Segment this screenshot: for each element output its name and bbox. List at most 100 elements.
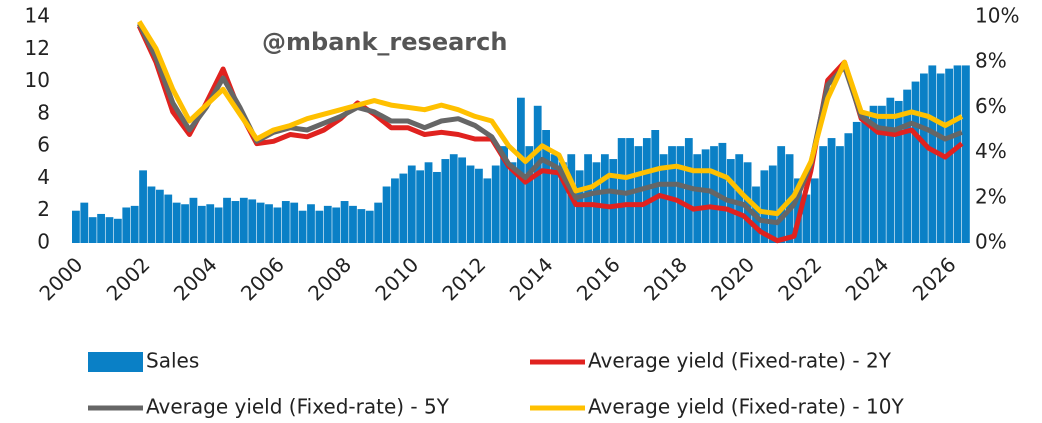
bar xyxy=(374,202,383,243)
bar xyxy=(466,165,475,243)
bar xyxy=(878,105,886,244)
bar xyxy=(290,202,299,243)
bar xyxy=(122,207,131,243)
bar xyxy=(273,207,282,243)
bar xyxy=(181,204,189,243)
bar xyxy=(777,146,786,243)
bar xyxy=(760,170,769,243)
legend-label: Average yield (Fixed-rate) - 10Y xyxy=(588,395,904,419)
bar xyxy=(953,65,962,243)
bar xyxy=(886,97,895,243)
bar xyxy=(239,197,248,243)
bar xyxy=(197,205,206,243)
bar xyxy=(105,217,114,243)
bar xyxy=(491,165,500,243)
y2-tick-label: 2% xyxy=(975,184,1007,208)
y-tick-label: 14 xyxy=(25,4,50,28)
bar xyxy=(113,218,122,243)
watermark: @mbank_research xyxy=(262,28,507,56)
bar xyxy=(97,213,105,243)
bar xyxy=(819,146,828,243)
bar xyxy=(231,201,240,243)
bar xyxy=(911,81,920,243)
x-tick-label: 2006 xyxy=(236,252,289,305)
bar xyxy=(936,73,945,243)
bar xyxy=(836,146,844,243)
bar xyxy=(307,204,315,243)
bar xyxy=(223,197,231,243)
bar xyxy=(684,138,693,243)
y-tick-label: 10 xyxy=(25,68,50,92)
bar xyxy=(525,146,534,243)
bar xyxy=(281,201,290,243)
bar xyxy=(248,199,257,243)
y2-tick-label: 8% xyxy=(975,49,1007,73)
bar xyxy=(323,205,332,243)
bar xyxy=(827,138,836,243)
y-tick-label: 4 xyxy=(37,165,50,189)
bar xyxy=(475,168,483,243)
y-tick-label: 0 xyxy=(37,230,50,254)
bar xyxy=(634,146,643,243)
x-tick-label: 2020 xyxy=(706,252,759,305)
bar xyxy=(928,65,937,243)
bar xyxy=(550,154,559,243)
line xyxy=(137,20,964,217)
bar xyxy=(164,194,173,243)
bar xyxy=(894,100,903,243)
bar xyxy=(88,217,97,243)
bar xyxy=(483,178,492,243)
y2-tick-label: 10% xyxy=(975,4,1019,28)
bar xyxy=(693,154,702,243)
bar xyxy=(399,173,408,243)
bar xyxy=(80,202,89,243)
bar xyxy=(340,201,349,243)
legend-label: Sales xyxy=(146,349,199,373)
bar xyxy=(391,178,399,243)
bar xyxy=(768,165,777,243)
bar xyxy=(794,178,802,243)
bar xyxy=(349,205,357,243)
bar xyxy=(844,133,853,243)
bar xyxy=(558,162,567,243)
bar xyxy=(542,130,550,243)
y-tick-label: 12 xyxy=(25,36,50,60)
bar xyxy=(642,138,651,243)
bar xyxy=(214,207,223,243)
bar xyxy=(500,146,509,243)
x-tick-label: 2026 xyxy=(908,252,961,305)
bar xyxy=(869,105,878,244)
bar xyxy=(920,73,928,243)
bar xyxy=(810,178,819,243)
bar xyxy=(852,121,861,243)
bar xyxy=(609,159,618,243)
bar xyxy=(72,210,80,243)
bar xyxy=(962,65,970,243)
bar xyxy=(332,207,341,243)
x-tick-label: 2024 xyxy=(840,252,893,305)
bar xyxy=(147,186,156,243)
bar xyxy=(433,171,441,243)
bar xyxy=(424,162,433,243)
x-tick-label: 2004 xyxy=(169,252,222,305)
bar xyxy=(265,204,273,243)
bar xyxy=(735,154,744,243)
bar xyxy=(155,189,164,243)
y-tick-label: 2 xyxy=(37,197,50,221)
bar xyxy=(365,210,374,243)
bars xyxy=(72,65,970,244)
bar xyxy=(508,162,517,243)
y-tick-label: 6 xyxy=(37,133,50,157)
bar xyxy=(802,194,811,243)
bar xyxy=(676,146,685,243)
bar xyxy=(517,97,525,243)
x-tick-label: 2002 xyxy=(102,252,155,305)
legend-swatch xyxy=(88,352,143,372)
bar xyxy=(189,197,198,243)
bar xyxy=(139,170,147,243)
bar xyxy=(449,154,458,243)
bar xyxy=(172,202,181,243)
bar xyxy=(718,142,727,243)
y2-tick-label: 6% xyxy=(975,94,1007,118)
